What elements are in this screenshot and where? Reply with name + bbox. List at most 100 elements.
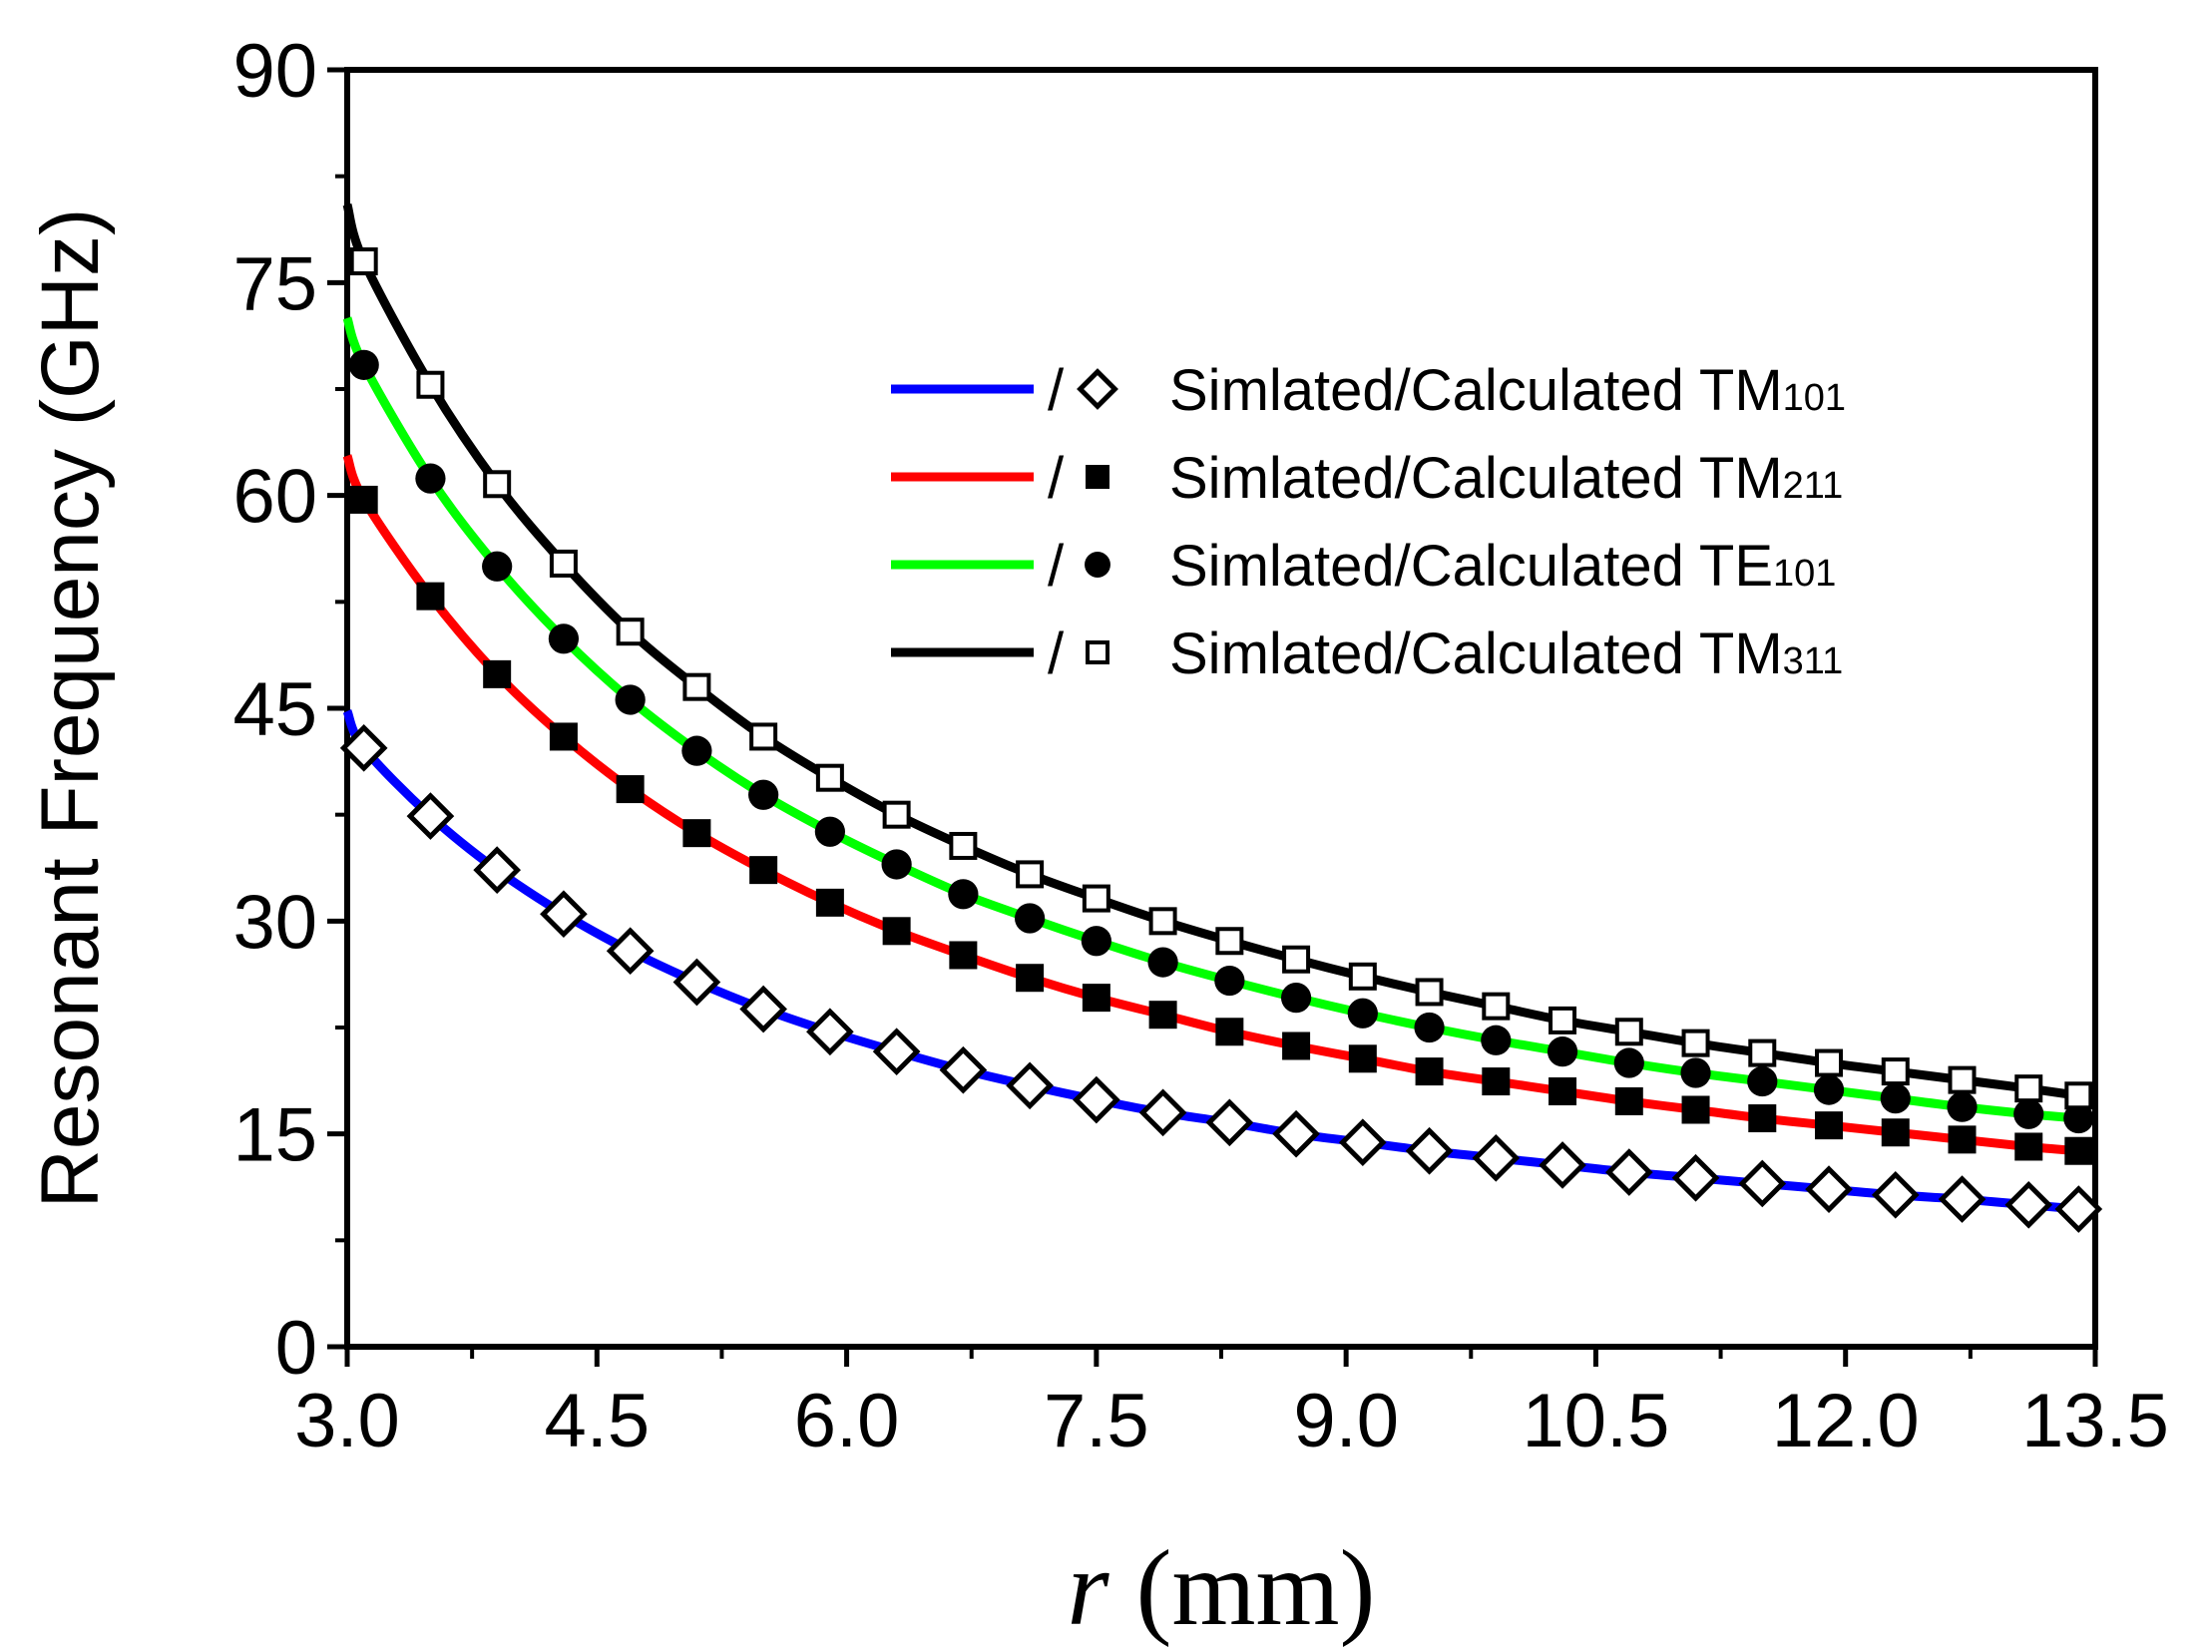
data-point	[1347, 998, 1378, 1029]
data-point	[681, 735, 712, 766]
data-point	[748, 779, 779, 810]
data-point	[1813, 1074, 1845, 1105]
x-tick-label: 4.5	[544, 1379, 650, 1463]
data-point	[1016, 964, 1045, 993]
data-point	[606, 927, 655, 976]
legend-label-main: Simlated/Calculated TE	[1169, 534, 1773, 599]
x-tick-label: 7.5	[1044, 1379, 1149, 1463]
data-point	[672, 958, 721, 1007]
data-point	[948, 879, 979, 910]
data-point	[815, 763, 844, 792]
data-point	[1604, 1148, 1653, 1196]
data-point	[1414, 1012, 1445, 1043]
data-point	[482, 551, 513, 582]
data-point	[1948, 1125, 1977, 1154]
data-point	[2014, 1074, 2043, 1103]
legend: / Simlated/Calculated TM101/Simlated/Calc…	[891, 358, 1846, 686]
data-point	[739, 985, 787, 1033]
series-markers	[339, 247, 2103, 1233]
data-point	[1815, 1111, 1844, 1140]
data-point	[1282, 1032, 1311, 1060]
data-point	[1006, 1061, 1054, 1110]
legend-label-main: Simlated/Calculated TM	[1169, 358, 1783, 423]
x-tick-label: 6.0	[794, 1379, 900, 1463]
data-point	[349, 485, 378, 514]
data-point	[549, 549, 578, 578]
data-point	[949, 941, 978, 970]
plot-frame	[344, 67, 2098, 1350]
legend-separator: /	[1048, 358, 1065, 423]
legend-label: Simlated/Calculated TM311	[1169, 621, 1843, 686]
data-point	[1138, 1088, 1187, 1137]
data-point	[2054, 1185, 2103, 1233]
data-point	[1282, 945, 1311, 974]
data-point	[1947, 1091, 1978, 1122]
axis-tick-labels: 3.0 4.5 6.0 7.5 9.0 10.5 12.0 13.5 0 15 30 45 60 75 90	[232, 29, 2169, 1463]
data-point	[1613, 1047, 1644, 1078]
legend-item: / Simlated/Calculated TM211	[891, 446, 1843, 511]
series-line-101-0	[342, 708, 2079, 1214]
data-point	[1082, 884, 1110, 913]
legend-label-subscript: 101	[1783, 377, 1846, 419]
data-point	[682, 672, 711, 701]
data-point	[882, 917, 911, 946]
data-point	[1348, 1044, 1377, 1073]
data-point	[1539, 1141, 1586, 1189]
y-axis-title: Resonant Frequency (GHz)	[25, 208, 116, 1209]
data-point	[1014, 903, 1046, 934]
data-point	[1805, 1165, 1853, 1213]
data-point	[1880, 1082, 1911, 1114]
data-point	[1681, 1095, 1710, 1124]
data-point	[1215, 927, 1244, 956]
data-point	[1815, 1048, 1844, 1077]
data-point	[882, 800, 911, 829]
y-tick-label: 45	[232, 667, 317, 752]
legend-label: Simlated/Calculated TM211	[1169, 446, 1843, 511]
legend-label-subscript: 101	[1773, 553, 1836, 595]
data-point	[939, 1045, 988, 1094]
data-point	[1482, 1067, 1511, 1096]
data-point	[1671, 1153, 1720, 1202]
data-point	[348, 349, 379, 380]
data-point	[483, 470, 512, 499]
x-tick-label: 10.5	[1522, 1379, 1669, 1463]
legend-label-main: Simlated/Calculated TM	[1169, 621, 1783, 686]
data-point	[483, 659, 512, 688]
x-axis-unit: (mm)	[1109, 1529, 1376, 1648]
data-point	[1405, 1126, 1454, 1175]
data-point	[1147, 947, 1178, 978]
data-point	[1548, 1006, 1577, 1034]
legend-marker-swatch	[1077, 368, 1118, 410]
legend-separator: /	[1048, 446, 1065, 511]
legend-item: / Simlated/Calculated TM101	[891, 358, 1846, 423]
data-point	[881, 849, 912, 880]
data-point	[616, 618, 645, 646]
data-point	[2013, 1098, 2044, 1129]
data-point	[2063, 1102, 2094, 1134]
data-point	[1748, 1104, 1777, 1133]
y-tick-label: 0	[275, 1306, 317, 1391]
data-point	[1548, 1077, 1577, 1105]
data-point	[1738, 1159, 1787, 1208]
data-point	[806, 1008, 854, 1056]
data-point	[1272, 1109, 1320, 1158]
data-point	[749, 722, 778, 751]
data-point	[548, 623, 580, 654]
data-point	[2064, 1081, 2093, 1110]
data-point	[416, 370, 445, 399]
data-point	[1215, 1018, 1244, 1046]
data-point	[616, 775, 645, 804]
data-point	[1547, 1036, 1578, 1067]
data-point	[473, 846, 522, 894]
data-point	[814, 816, 846, 847]
x-tick-label: 13.5	[2021, 1379, 2169, 1463]
legend-item: / Simlated/Calculated TM311	[891, 621, 1843, 686]
data-point	[682, 819, 711, 848]
x-tick-label: 3.0	[294, 1379, 400, 1463]
data-point	[1681, 1029, 1710, 1057]
data-point	[1747, 1065, 1778, 1097]
data-point	[1482, 992, 1511, 1021]
data-point	[2014, 1132, 2043, 1161]
data-point	[1148, 907, 1177, 936]
